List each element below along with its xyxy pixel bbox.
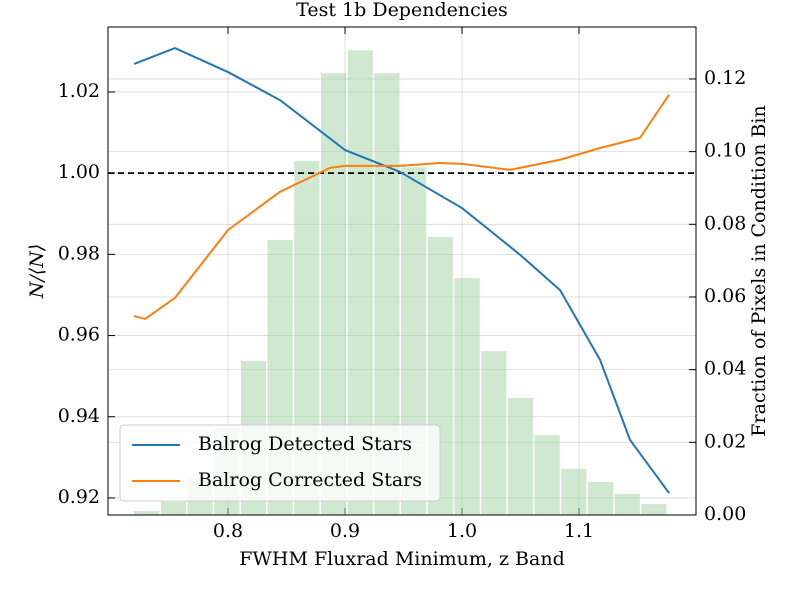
y2-tick-label: 0.12 (704, 67, 746, 89)
y2-tick-label: 0.04 (704, 358, 746, 380)
histogram-bar (507, 397, 534, 515)
histogram-bar (454, 278, 480, 515)
legend-label: Balrog Detected Stars (198, 433, 412, 455)
y-axis-label: N/⟨N⟩ (26, 244, 48, 299)
y2-tick-label: 0.06 (704, 285, 746, 307)
x-tick-label: 0.8 (213, 520, 243, 542)
y-tick-label: 0.98 (58, 242, 100, 264)
x-tick-label: 1.0 (447, 520, 477, 542)
histogram-bar (134, 511, 160, 515)
x-tick-label: 0.9 (330, 520, 360, 542)
y2-axis-label: Fraction of Pixels in Condition Bin (748, 105, 770, 436)
histogram-bar (614, 493, 640, 515)
legend-label: Balrog Corrected Stars (198, 469, 422, 491)
histogram-bar (534, 435, 560, 515)
series-line (133, 47, 670, 494)
histogram-bar (481, 351, 507, 515)
plot-frame (107, 26, 697, 516)
y2-tick-label: 0.08 (704, 212, 746, 234)
histogram-bar (587, 481, 614, 515)
legend-box (119, 424, 441, 502)
y-tick-label: 0.92 (58, 486, 100, 508)
histogram-bar (561, 468, 587, 515)
y2-tick-label: 0.02 (704, 430, 746, 452)
histogram-bar (160, 501, 186, 515)
histogram-bar (641, 504, 667, 515)
x-tick-label: 1.1 (564, 520, 594, 542)
series-line (133, 94, 670, 320)
y2-tick-label: 0.10 (704, 140, 746, 162)
y-tick-label: 1.02 (58, 80, 100, 102)
y-tick-label: 1.00 (58, 161, 100, 183)
y-tick-label: 0.94 (58, 405, 100, 427)
chart-title: Test 1b Dependencies (296, 0, 508, 21)
x-axis-label: FWHM Fluxrad Minimum, z Band (239, 548, 565, 570)
y2-tick-label: 0.00 (704, 503, 746, 525)
y-tick-label: 0.96 (58, 324, 100, 346)
